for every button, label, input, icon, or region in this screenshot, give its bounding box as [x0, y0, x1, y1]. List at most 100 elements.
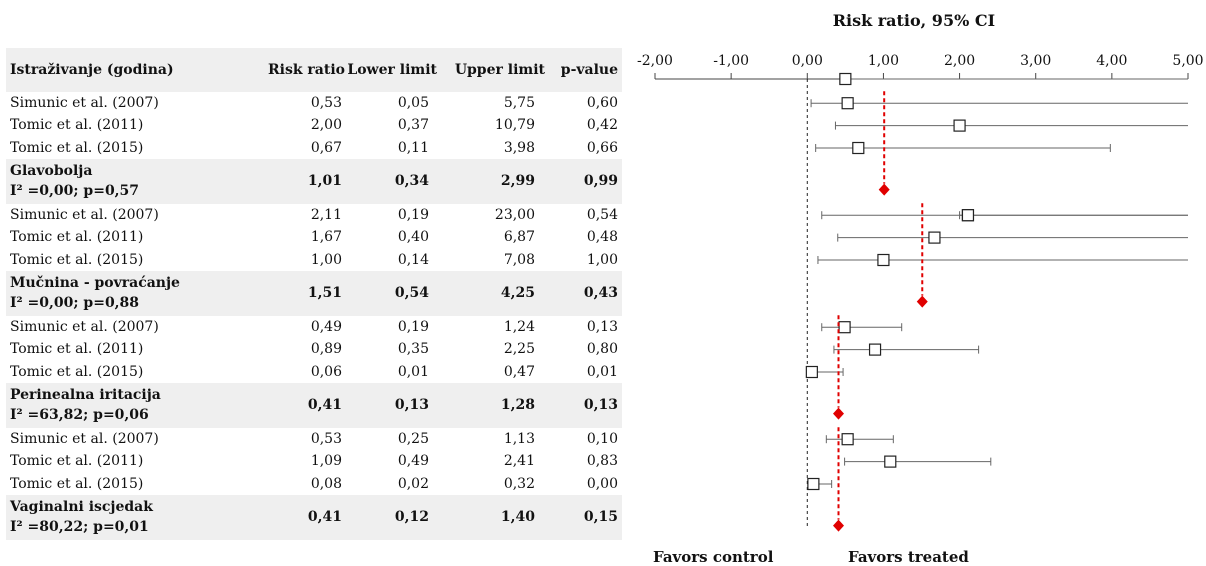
- p-value: 1,00: [586, 251, 618, 268]
- p-value: 0,00: [586, 475, 618, 492]
- study-name: Tomic et al. (2015): [10, 475, 144, 492]
- point-estimate-box: [841, 97, 854, 110]
- column-header-p-value: p-value: [560, 62, 618, 78]
- study-name: Tomic et al. (2015): [10, 251, 144, 268]
- summary-diamond: [833, 519, 845, 532]
- table-row: Tomic et al. (2015) 1,00 0,14 7,08 1,00: [6, 249, 622, 271]
- point-estimate-box: [928, 231, 941, 244]
- p-value: 0,83: [586, 453, 618, 470]
- p-value: 0,48: [586, 229, 618, 246]
- table-row: Simunic et al. (2007) 0,49 0,19 1,24 0,13: [6, 316, 622, 338]
- study-name: Simunic et al. (2007): [10, 318, 159, 335]
- point-estimate-box: [838, 321, 851, 334]
- point-estimate-box: [877, 253, 890, 267]
- summary-heterogeneity: I² =0,00; p=0,88: [10, 295, 140, 312]
- chart-title: Risk ratio, 95% CI: [833, 11, 995, 30]
- column-header-upper-limit: Upper limit: [454, 62, 545, 78]
- risk-ratio-value: 0,49: [310, 318, 342, 335]
- point-estimate-box: [841, 433, 854, 446]
- favors-control-label: Favors control: [653, 548, 774, 566]
- summary-p-value: 0,43: [583, 285, 618, 302]
- table-row: Simunic et al. (2007) 2,11 0,19 23,00 0,54: [6, 204, 622, 226]
- summary-risk-ratio: 0,41: [307, 509, 342, 526]
- summary-diamond: [916, 295, 928, 308]
- summary-row: Perinealna iritacija I² =63,82; p=0,06 0,4…: [6, 383, 622, 428]
- study-name: Tomic et al. (2015): [10, 139, 144, 156]
- study-name: Simunic et al. (2007): [10, 430, 159, 447]
- upper-limit-value: 1,24: [503, 318, 535, 335]
- x-tick-label: -2,00: [637, 53, 673, 69]
- lower-limit-value: 0,11: [397, 139, 429, 156]
- table-row: Tomic et al. (2011) 0,89 0,35 2,25 0,80: [6, 338, 622, 360]
- summary-lower-limit: 0,54: [394, 285, 429, 302]
- p-value: 0,80: [586, 341, 618, 358]
- upper-limit-value: 6,87: [503, 229, 535, 246]
- risk-ratio-value: 2,11: [310, 206, 342, 223]
- study-name: Tomic et al. (2011): [10, 117, 144, 134]
- risk-ratio-value: 1,09: [310, 453, 342, 470]
- lower-limit-value: 0,05: [397, 95, 429, 111]
- risk-ratio-value: 0,08: [310, 475, 342, 492]
- point-estimate-box: [805, 365, 818, 379]
- summary-lower-limit: 0,13: [394, 397, 429, 414]
- point-estimate-box: [884, 455, 897, 468]
- study-name: Simunic et al. (2007): [10, 206, 159, 223]
- point-estimate-box: [868, 343, 882, 356]
- p-value: 0,42: [586, 117, 618, 134]
- summary-row: Glavobolja I² =0,00; p=0,57 1,01 0,34 2,99 0,…: [6, 159, 622, 204]
- risk-ratio-value: 2,00: [310, 117, 342, 134]
- upper-limit-value: 10,79: [494, 117, 535, 134]
- p-value: 0,01: [586, 363, 618, 380]
- lower-limit-value: 0,25: [397, 430, 429, 447]
- x-tick-label: 1,00: [868, 53, 899, 69]
- summary-lower-limit: 0,12: [394, 509, 429, 526]
- summary-outcome-name: Vaginalni iscjedak: [10, 499, 153, 516]
- summary-outcome-name: Perinealna iritacija: [10, 387, 161, 404]
- column-header-lower-limit: Lower limit: [347, 62, 437, 78]
- x-tick-label: 5,00: [1172, 53, 1203, 69]
- lower-limit-value: 0,19: [397, 318, 429, 335]
- table-row: Tomic et al. (2011) 1,67 0,40 6,87 0,48: [6, 226, 622, 248]
- summary-heterogeneity: I² =80,22; p=0,01: [10, 519, 149, 536]
- point-estimate-box: [839, 72, 852, 86]
- point-estimate-box: [953, 119, 966, 132]
- summary-p-value: 0,15: [583, 509, 618, 526]
- favors-treated-label: Favors treated: [848, 548, 969, 566]
- risk-ratio-value: 0,89: [310, 341, 342, 358]
- p-value: 0,66: [586, 139, 618, 156]
- lower-limit-value: 0,49: [397, 453, 429, 470]
- summary-p-value: 0,99: [583, 173, 618, 190]
- summary-row: Vaginalni iscjedak I² =80,22; p=0,01 0,41 0…: [6, 495, 622, 540]
- x-tick-label: 3,00: [1020, 53, 1051, 69]
- summary-lower-limit: 0,34: [394, 173, 429, 190]
- upper-limit-value: 2,41: [503, 453, 535, 470]
- upper-limit-value: 7,08: [503, 251, 535, 268]
- table-row: Tomic et al. (2011) 2,00 0,37 10,79 0,42: [6, 114, 622, 136]
- summary-risk-ratio: 1,51: [307, 285, 342, 302]
- point-estimate-box: [807, 477, 820, 491]
- upper-limit-value: 3,98: [503, 139, 535, 156]
- forest-plot: Risk ratio, 95% CI -2,00 -1,00 0,00 1,00 2,00…: [637, 11, 1204, 532]
- upper-limit-value: 23,00: [494, 206, 535, 223]
- study-name: Tomic et al. (2011): [10, 229, 144, 246]
- lower-limit-value: 0,40: [397, 229, 429, 246]
- summary-p-value: 0,13: [583, 397, 618, 414]
- table-row: Tomic et al. (2015) 0,08 0,02 0,32 0,00: [6, 473, 622, 495]
- summary-diamond: [878, 183, 890, 196]
- summary-outcome-name: Mučnina - povraćanje: [10, 275, 180, 292]
- lower-limit-value: 0,02: [397, 475, 429, 492]
- column-header-risk-ratio: Risk ratio: [268, 62, 345, 78]
- risk-ratio-value: 0,67: [310, 139, 342, 156]
- upper-limit-value: 5,75: [503, 95, 535, 111]
- summary-upper-limit: 1,40: [500, 509, 535, 526]
- risk-ratio-value: 0,53: [310, 95, 342, 111]
- column-header-study: Istraživanje (godina): [10, 62, 174, 78]
- upper-limit-value: 1,13: [503, 430, 535, 447]
- x-tick-label: 2,00: [944, 53, 975, 69]
- summary-risk-ratio: 1,01: [307, 173, 342, 190]
- study-name: Tomic et al. (2011): [10, 453, 144, 470]
- study-name: Tomic et al. (2015): [10, 363, 144, 380]
- table-row: Tomic et al. (2015) 0,06 0,01 0,47 0,01: [6, 361, 622, 383]
- x-tick-label: 0,00: [792, 53, 823, 69]
- p-value: 0,54: [586, 206, 618, 223]
